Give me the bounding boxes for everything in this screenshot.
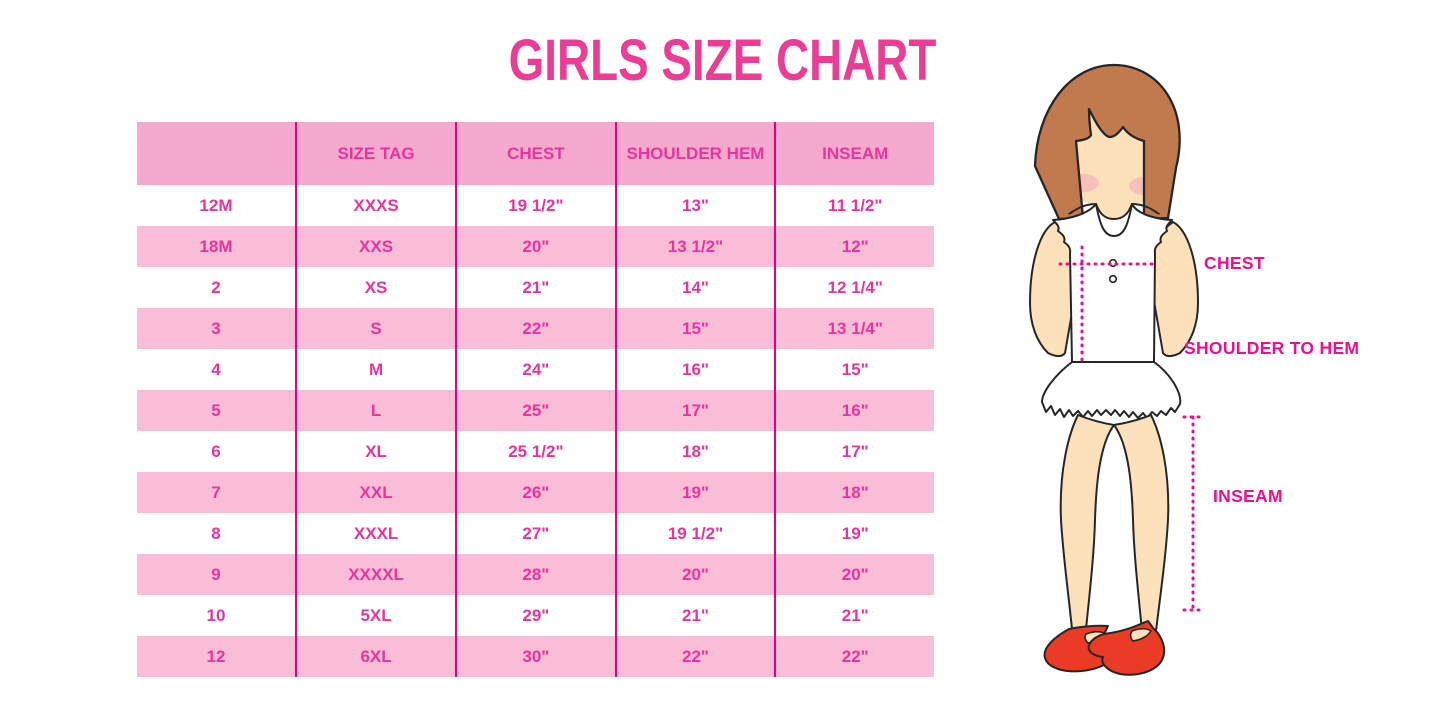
svg-text:CHEST: CHEST	[1204, 253, 1265, 273]
svg-text:INSEAM: INSEAM	[1213, 486, 1283, 506]
svg-text:SHOULDER TO HEM: SHOULDER TO HEM	[1184, 338, 1359, 358]
